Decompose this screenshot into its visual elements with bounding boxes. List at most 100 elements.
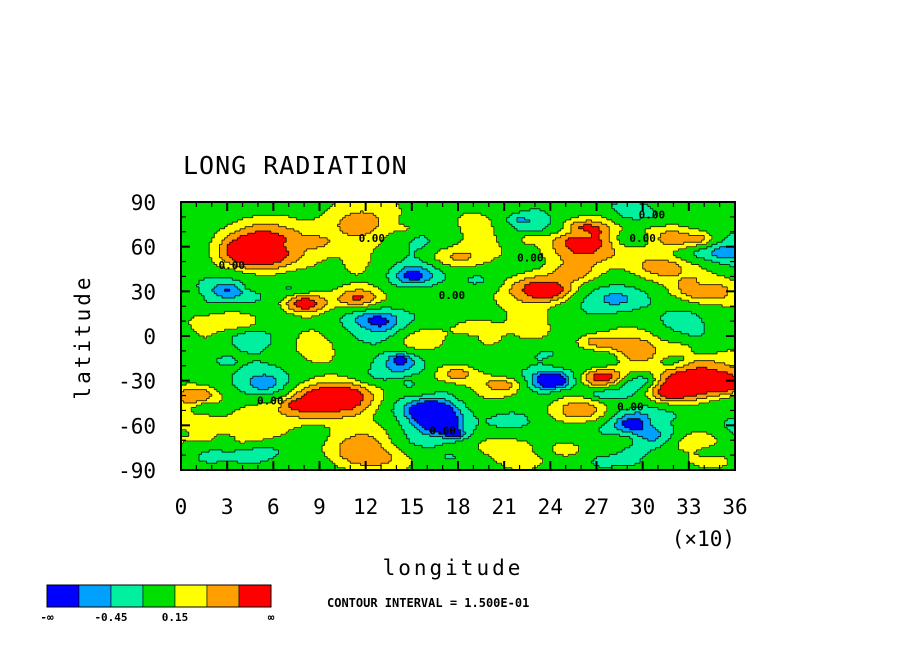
field-cell [239,293,244,297]
field-cell [388,222,392,225]
field-cell [232,239,236,243]
field-cell [563,239,567,243]
field-cell [365,289,369,292]
field-cell [481,248,485,252]
field-cell [532,213,536,216]
field-cell [224,260,228,263]
field-cell [729,291,734,295]
field-cell [283,224,287,228]
field-cell [314,235,318,239]
field-cell [393,228,398,232]
field-cell [673,248,677,252]
field-cell [670,246,675,250]
field-cell [593,242,598,246]
field-cell [281,246,285,250]
field-cell [296,253,300,257]
field-cell [632,262,636,266]
field-cell [260,242,264,246]
field-cell [237,295,241,299]
field-cell [373,239,377,243]
field-cell [732,255,735,259]
field-cell [363,246,367,250]
field-cell [347,213,351,216]
field-cell [411,244,415,248]
field-cell [378,204,382,208]
field-cell [214,255,218,259]
field-cell [286,235,290,239]
field-cell [645,208,649,212]
field-cell [345,260,349,263]
field-cell [473,233,477,237]
field-cell [570,244,575,248]
field-cell [470,233,474,237]
field-cell [275,244,280,248]
field-cell [391,266,395,270]
field-cell [714,275,718,279]
field-cell [624,255,628,259]
field-cell [306,226,310,230]
field-cell [529,284,533,288]
field-cell [437,253,441,257]
field-cell [601,253,605,257]
field-cell [463,239,467,243]
field-cell [270,273,274,277]
field-cell [560,275,564,279]
field-cell [547,277,551,281]
field-cell [247,219,251,223]
field-cell [265,239,269,243]
field-cell [386,204,390,208]
field-cell [645,244,649,248]
field-cell [250,253,254,257]
field-cell [663,242,667,246]
field-cell [678,291,682,295]
field-cell [658,280,662,283]
field-cell [683,275,687,279]
field-cell [665,233,669,237]
field-cell [632,293,636,297]
field-cell [222,295,226,299]
field-cell [668,226,672,230]
field-cell [568,242,572,246]
field-cell [722,275,726,279]
field-cell [488,226,492,230]
field-cell [529,215,533,219]
field-cell [668,239,672,243]
field-cell [275,222,280,225]
field-cell [257,255,262,259]
field-cell [563,237,567,241]
field-cell [550,233,554,237]
field-cell [281,253,285,257]
field-cell [534,269,539,272]
field-cell [357,251,362,254]
field-cell [396,264,400,268]
field-cell [678,275,682,279]
field-cell [706,289,710,292]
field-cell [206,293,210,297]
field-cell [229,248,233,252]
field-cell [578,271,582,275]
field-cell [319,295,323,299]
field-cell [247,257,251,261]
field-cell [529,273,533,277]
field-cell [401,269,405,272]
field-cell [470,231,474,234]
field-cell [404,275,408,279]
field-cell [732,239,735,243]
field-cell [381,222,385,225]
field-cell [455,257,459,261]
field-cell [601,269,605,272]
field-cell [298,262,303,266]
field-cell [460,251,464,254]
field-cell [347,251,351,254]
field-cell [524,222,528,225]
field-cell [668,277,672,281]
field-cell [411,260,415,263]
field-cell [545,280,549,283]
field-cell [355,246,359,250]
field-cell [437,280,441,283]
field-cell [634,208,639,212]
field-cell [324,253,328,257]
field-cell [355,264,359,268]
field-cell [514,219,518,223]
field-cell [478,222,482,225]
